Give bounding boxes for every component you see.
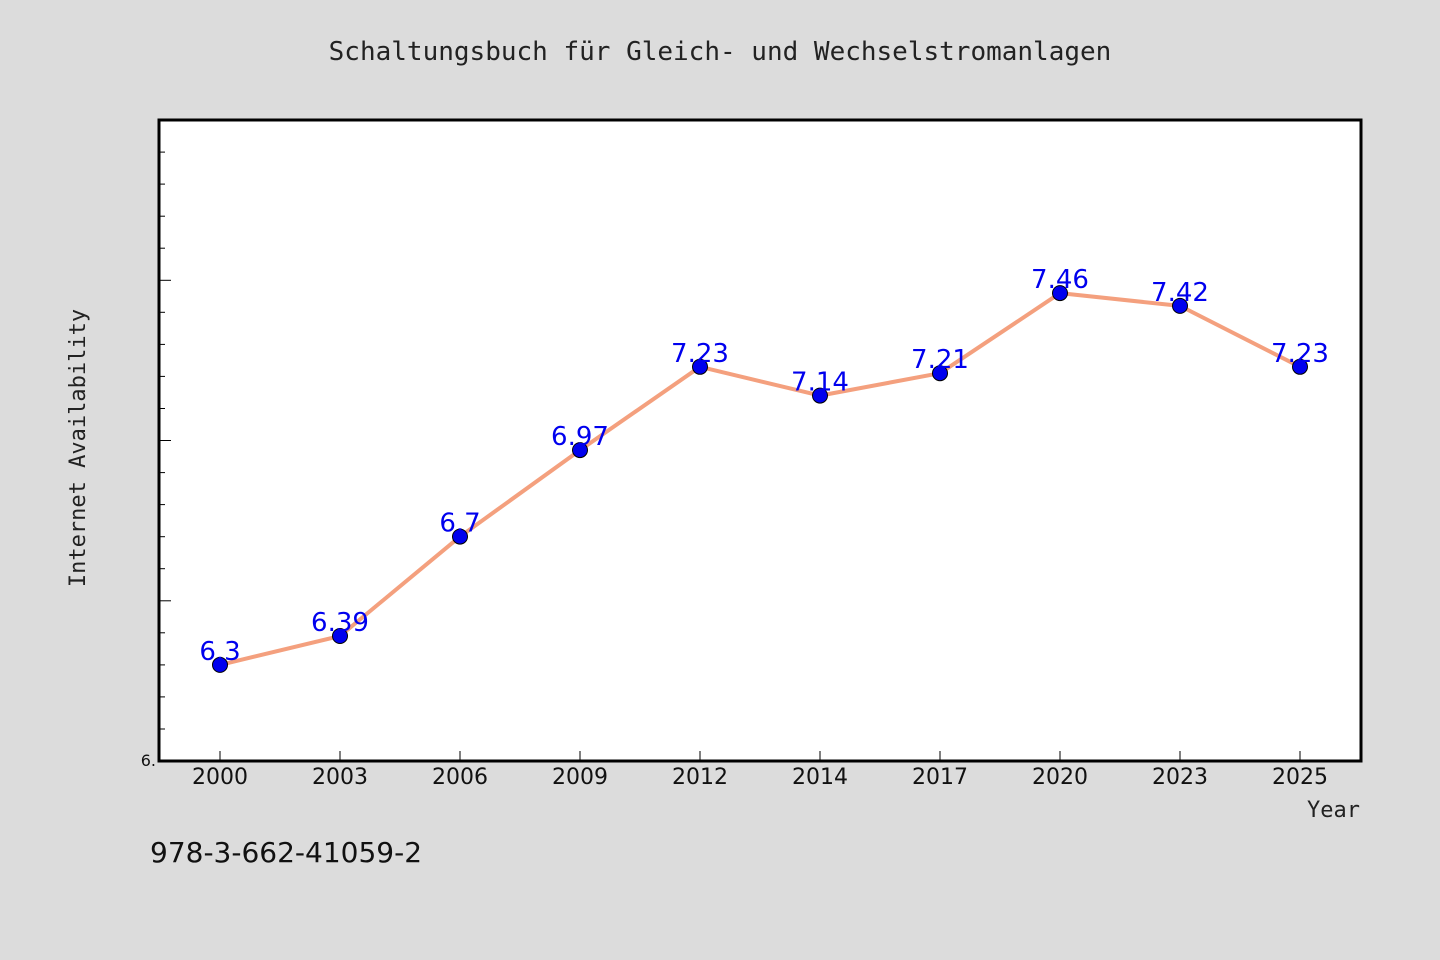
- y-tick-label: 6.: [141, 751, 156, 770]
- x-tick-label: 2023: [1152, 765, 1208, 790]
- x-tick-label: 2003: [312, 765, 368, 790]
- x-axis-ticks: 2000 2003 2006 2009 2012 2014 2017 2020 2023 2025: [192, 751, 1328, 790]
- x-tick-label: 2006: [432, 765, 488, 790]
- data-label: 7.21: [911, 345, 969, 375]
- x-tick-label: 2012: [672, 765, 728, 790]
- x-tick-label: 2014: [792, 765, 848, 790]
- x-tick-label: 2020: [1032, 765, 1088, 790]
- data-point: [572, 442, 588, 459]
- x-tick-label: 2025: [1272, 765, 1328, 790]
- data-label: 7.42: [1151, 278, 1209, 308]
- data-point: [812, 387, 828, 404]
- chart-title: Schaltungsbuch für Gleich- und Wechselst…: [329, 37, 1112, 67]
- data-label: 7.46: [1031, 265, 1089, 295]
- isbn-footer: 978-3-662-41059-2: [150, 836, 422, 869]
- x-tick-label: 2017: [912, 765, 968, 790]
- data-label: 6.7: [439, 509, 480, 539]
- data-point: [1052, 285, 1068, 302]
- plot-area: [157, 118, 1363, 763]
- x-tick-label: 2000: [192, 765, 248, 790]
- y-axis-ticks: [159, 119, 171, 762]
- data-label: 7.23: [1271, 339, 1329, 369]
- data-label: 7.14: [791, 368, 849, 398]
- data-point: [1172, 297, 1188, 314]
- data-point: [332, 628, 348, 644]
- data-point: [1292, 358, 1308, 375]
- data-label: 6.39: [311, 608, 369, 638]
- data-label: 7.23: [671, 339, 729, 369]
- data-point: [212, 656, 228, 673]
- series-layer: 6.3 6.39 6.7 6.97 7.23 7.14 7.21 7.46 7.42 7.23: [199, 265, 1329, 673]
- y-axis-label: Internet Availability: [66, 309, 91, 587]
- data-label: 6.97: [551, 422, 609, 452]
- data-point: [692, 358, 708, 375]
- x-axis-label: Year: [1307, 798, 1360, 823]
- data-point: [932, 365, 948, 382]
- data-label: 6.3: [199, 637, 240, 667]
- data-point: [452, 528, 468, 545]
- series-line: [218, 291, 1302, 667]
- x-tick-label: 2009: [552, 765, 608, 790]
